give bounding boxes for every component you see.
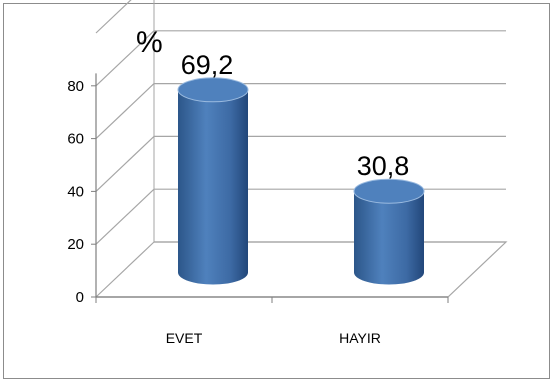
- y-tick-label: 0: [76, 289, 84, 306]
- bar-layer: [177, 77, 425, 285]
- gridline-side: [95, 0, 132, 34]
- data-label: 69,2: [181, 50, 234, 80]
- data-label: 30,8: [357, 151, 410, 181]
- category-label: HAYIR: [339, 330, 381, 346]
- gridline-side: [95, 135, 155, 192]
- gridline-side: [95, 30, 155, 87]
- category-label: EVET: [166, 330, 203, 346]
- gridline-side: [95, 83, 155, 140]
- bar-evet: [177, 77, 249, 285]
- bar-hayir: [353, 178, 425, 285]
- y-tick-label: 60: [67, 131, 84, 148]
- floor-outline: [96, 241, 508, 298]
- bar-top: [177, 77, 249, 103]
- y-tick-label: 20: [67, 236, 84, 253]
- bar-body: [354, 191, 424, 285]
- gridline-side: [95, 241, 155, 298]
- y-tick-label: 40: [67, 183, 84, 200]
- y-tick-label: 80: [67, 78, 84, 95]
- gridline-side: [95, 188, 155, 245]
- unit-label: %: [136, 26, 163, 59]
- bar-body: [178, 89, 248, 285]
- axis-layer: 0 20 40 60 80: [67, 73, 449, 306]
- label-layer: 69,2 EVET 30,8 HAYIR: [166, 50, 410, 346]
- bar-top: [353, 178, 425, 204]
